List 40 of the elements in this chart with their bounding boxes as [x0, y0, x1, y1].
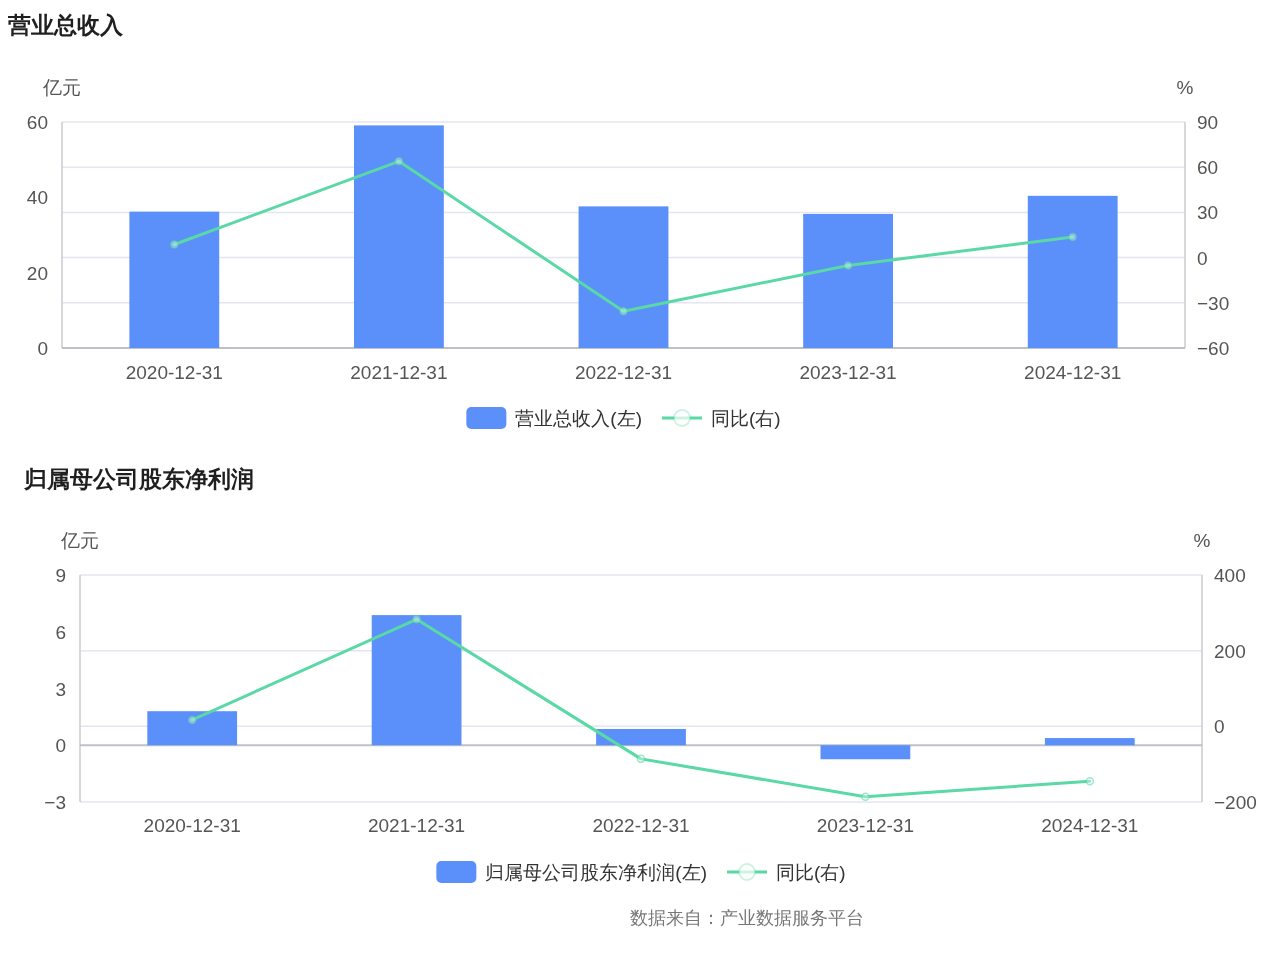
y2-tick-label: 30 — [1197, 202, 1219, 224]
y2-tick-label: −200 — [1214, 792, 1257, 813]
y-tick-label: 20 — [26, 262, 48, 284]
x-tick-label: 2020-12-31 — [143, 815, 241, 836]
annotation: 数据来自：产业数据服务平台 — [630, 908, 864, 928]
x-tick-label: 2021-12-31 — [368, 815, 466, 836]
title: 营业总收入 — [8, 12, 123, 38]
y2-tick-label: 0 — [1214, 716, 1225, 738]
y-tick-label: 40 — [26, 187, 48, 209]
x-tick-label: 2024-12-31 — [1024, 362, 1122, 383]
legend-label: 营业总收入(左) — [515, 408, 642, 429]
y-tick-label: 3 — [55, 678, 66, 700]
y2-axis-title: % — [1176, 77, 1194, 98]
y2-axis-title: % — [1193, 530, 1211, 551]
x-tick-label: 2023-12-31 — [816, 815, 914, 836]
y2-tick-label: 60 — [1197, 157, 1219, 179]
y-tick-label: 60 — [26, 112, 48, 133]
legend-label: 同比(右) — [711, 408, 781, 429]
x-tick-label: 2022-12-31 — [574, 362, 673, 383]
y-tick-label: 6 — [55, 621, 66, 643]
y2-tick-label: −30 — [1197, 292, 1230, 314]
x-tick-label: 2022-12-31 — [592, 815, 690, 836]
y-tick-label: −3 — [44, 792, 66, 813]
y2-tick-label: −60 — [1197, 338, 1230, 359]
y2-tick-label: 200 — [1214, 640, 1246, 662]
y2-tick-label: 90 — [1197, 112, 1219, 133]
y2-tick-label: 0 — [1197, 247, 1208, 269]
legend-label: 同比(右) — [776, 862, 846, 883]
x-tick-label: 2021-12-31 — [350, 362, 448, 383]
y-tick-label: 0 — [37, 338, 48, 359]
title: 归属母公司股东净利润 — [24, 466, 254, 492]
y-tick-label: 0 — [55, 735, 66, 757]
x-tick-label: 2023-12-31 — [799, 362, 897, 383]
y-tick-label: 9 — [55, 565, 66, 586]
y-axis-title: 亿元 — [43, 77, 81, 98]
y2-tick-label: 400 — [1214, 565, 1246, 586]
x-tick-label: 2020-12-31 — [125, 362, 223, 383]
y-axis-title: 亿元 — [61, 530, 99, 551]
legend-label: 归属母公司股东净利润(左) — [485, 862, 707, 883]
x-tick-label: 2024-12-31 — [1041, 815, 1139, 836]
